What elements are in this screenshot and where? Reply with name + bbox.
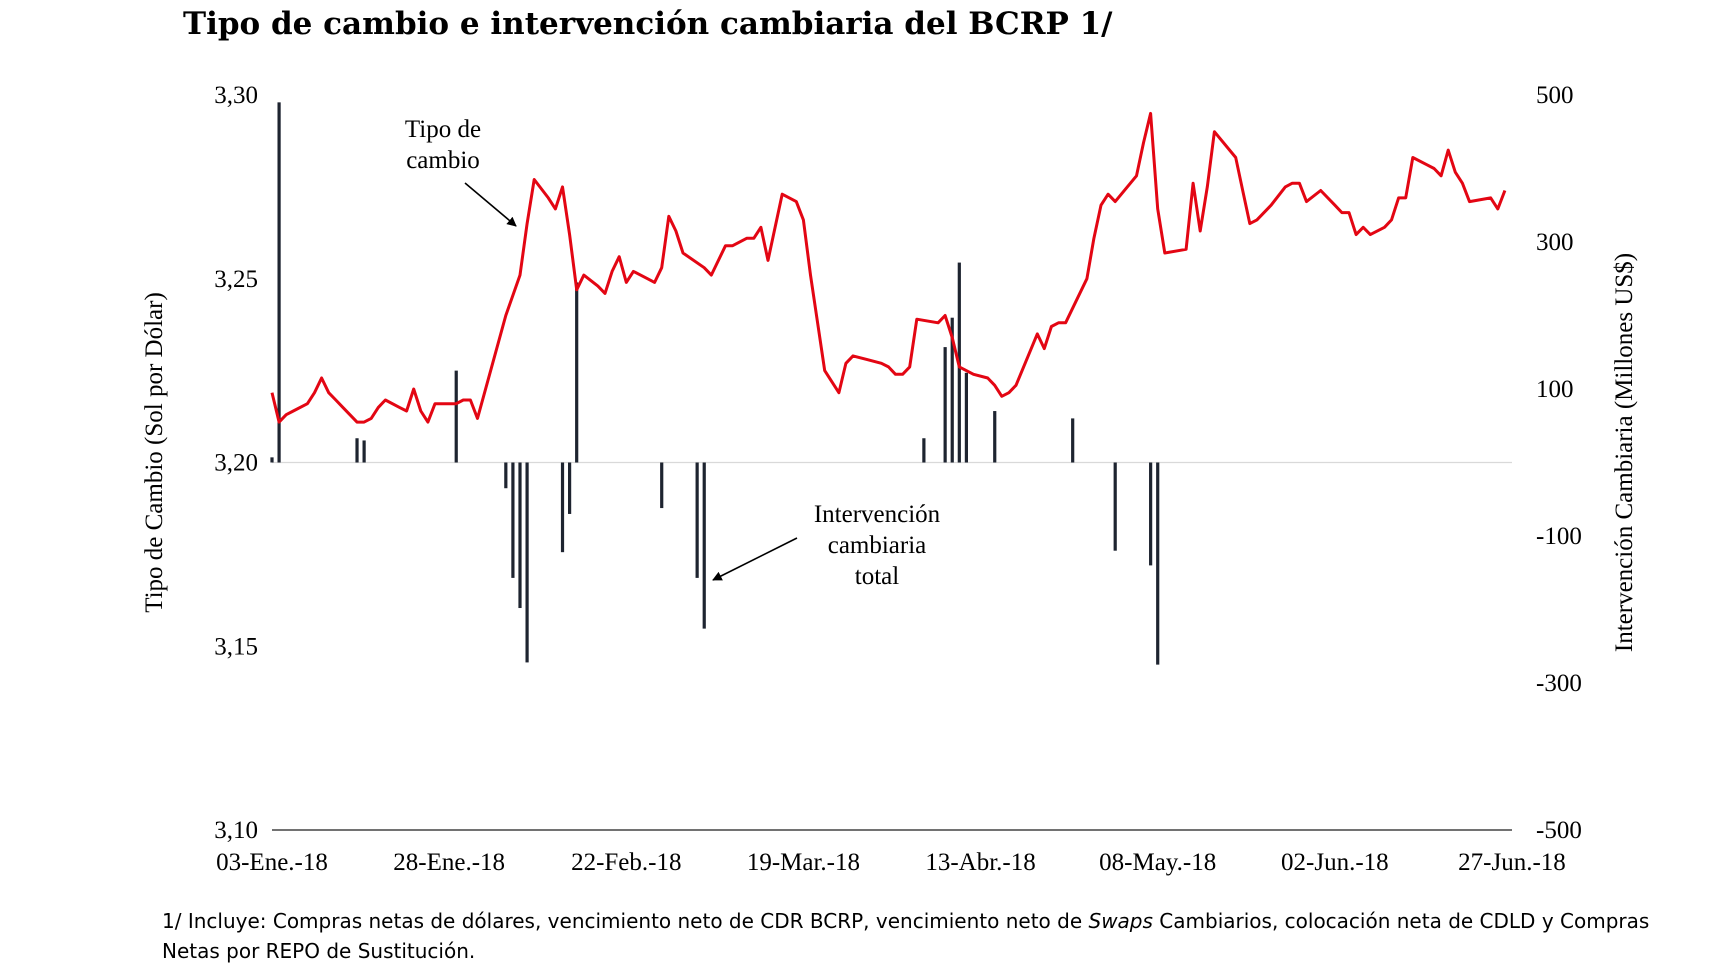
- intervention-bar: [922, 438, 926, 463]
- x-tick-label: 28-Ene.-18: [393, 849, 505, 876]
- y-left-tick-label: 3,20: [214, 450, 258, 477]
- y-left-tick-label: 3,10: [214, 817, 258, 844]
- intervention-bar: [277, 102, 281, 463]
- x-tick-label: 13-Abr.-18: [925, 849, 1035, 876]
- intervention-bar: [504, 462, 508, 489]
- intervention-bar: [950, 317, 954, 463]
- y-left-tick-label: 3,15: [214, 633, 258, 660]
- annotation-intervention-text: total: [855, 563, 899, 590]
- intervention-bars: [270, 102, 1160, 665]
- y-right-axis-title: Intervención Cambiaria (Millones US$): [1611, 253, 1638, 652]
- intervention-bar: [695, 462, 699, 578]
- intervention-bar: [362, 440, 366, 463]
- y-right-tick-label: 500: [1536, 82, 1574, 109]
- y-right-tick-label: 300: [1536, 229, 1574, 256]
- intervention-bar: [270, 457, 274, 463]
- intervention-bar: [1149, 462, 1153, 566]
- annotation-intervention-arrow: [712, 537, 798, 581]
- x-tick-label: 02-Jun.-18: [1281, 849, 1389, 876]
- annotation-exchange-rate-text: Tipo de: [405, 116, 481, 143]
- annotation-intervention-text: Intervención: [814, 501, 941, 528]
- footnote-italic: Swaps: [1088, 909, 1153, 933]
- intervention-bar: [575, 282, 579, 463]
- y-left-axis-title: Tipo de Cambio (Sol por Dólar): [141, 292, 168, 613]
- footnote-part1: 1/ Incluye: Compras netas de dólares, ve…: [162, 909, 1089, 933]
- intervention-bar: [560, 462, 565, 553]
- intervention-bar: [355, 438, 359, 463]
- intervention-bar: [993, 411, 997, 463]
- intervention-bar: [518, 462, 522, 609]
- intervention-bar: [660, 462, 664, 509]
- x-tick-label: 27-Jun.-18: [1458, 849, 1566, 876]
- x-tick-label: 08-May.-18: [1099, 849, 1216, 876]
- y-left-tick-label: 3,30: [214, 82, 258, 109]
- annotation-exchange-rate-arrow: [464, 182, 517, 227]
- chart-canvas: 3,10 3,15 3,20 3,25 3,30 -500 -300 -100 100 300 50…: [141, 82, 1638, 876]
- intervention-bar: [702, 462, 706, 629]
- exchange-rate-series: [270, 111, 1507, 424]
- annotation-intervention-text: cambiaria: [828, 532, 927, 559]
- intervention-bar: [454, 370, 458, 463]
- intervention-bar: [1071, 418, 1075, 463]
- y-right-tick-label: -300: [1536, 670, 1582, 697]
- y-right-tick-label: -100: [1536, 523, 1582, 550]
- intervention-bar: [1113, 462, 1117, 551]
- annotation-exchange-rate-text: cambio: [406, 147, 480, 174]
- intervention-bar: [525, 462, 529, 663]
- intervention-bar: [511, 462, 515, 578]
- x-tick-label: 03-Ene.-18: [216, 849, 328, 876]
- y-left-tick-label: 3,25: [214, 266, 258, 293]
- y-right-tick-label: 100: [1536, 376, 1574, 403]
- chart-annotations: Tipo de cambio Intervención cambiaria total: [405, 116, 941, 590]
- intervention-bar: [568, 462, 572, 514]
- exchange-rate-line: [270, 111, 1507, 424]
- x-tick-label: 22-Feb.-18: [571, 849, 681, 876]
- intervention-bar: [943, 347, 947, 463]
- x-tick-label: 19-Mar.-18: [747, 849, 860, 876]
- chart-axes: 3,10 3,15 3,20 3,25 3,30 -500 -300 -100 100 300 50…: [141, 82, 1638, 876]
- chart-title: Tipo de cambio e intervención cambiaria …: [183, 6, 1113, 42]
- intervention-bar: [1156, 462, 1160, 665]
- intervention-bar: [964, 372, 968, 463]
- footnote-part2: Cambiarios, colocación neta de CDLD y Co…: [162, 909, 1650, 963]
- footnote: 1/ Incluye: Compras netas de dólares, ve…: [162, 906, 1712, 966]
- y-right-tick-label: -500: [1536, 817, 1582, 844]
